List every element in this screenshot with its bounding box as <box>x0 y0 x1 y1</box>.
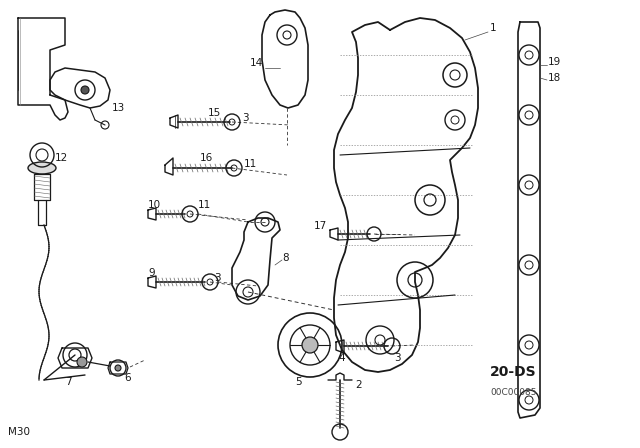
Text: 00C00085: 00C00085 <box>490 388 536 396</box>
Text: 9: 9 <box>148 268 155 278</box>
Circle shape <box>302 337 318 353</box>
Circle shape <box>81 86 89 94</box>
Text: 13: 13 <box>112 103 125 113</box>
Text: 3: 3 <box>214 273 221 283</box>
Circle shape <box>115 365 121 371</box>
Text: 17: 17 <box>314 221 327 231</box>
Text: 4: 4 <box>338 353 344 363</box>
Text: 12: 12 <box>55 153 68 163</box>
Text: 10: 10 <box>148 200 161 210</box>
Circle shape <box>77 357 87 367</box>
Text: 15: 15 <box>208 108 221 118</box>
Text: 8: 8 <box>282 253 289 263</box>
Ellipse shape <box>28 162 56 174</box>
Text: 11: 11 <box>244 159 257 169</box>
Text: 3: 3 <box>394 353 401 363</box>
Text: 6: 6 <box>125 373 131 383</box>
Text: 1: 1 <box>490 23 497 33</box>
Text: 18: 18 <box>548 73 561 83</box>
Text: M30: M30 <box>8 427 30 437</box>
Text: 16: 16 <box>200 153 213 163</box>
Text: 2: 2 <box>355 380 362 390</box>
Text: 14: 14 <box>250 58 263 68</box>
Text: 7: 7 <box>65 377 71 387</box>
Text: 19: 19 <box>548 57 561 67</box>
Text: 3: 3 <box>242 113 248 123</box>
Text: 5: 5 <box>295 377 301 387</box>
Text: 11: 11 <box>198 200 211 210</box>
Text: 20-DS: 20-DS <box>490 365 536 379</box>
